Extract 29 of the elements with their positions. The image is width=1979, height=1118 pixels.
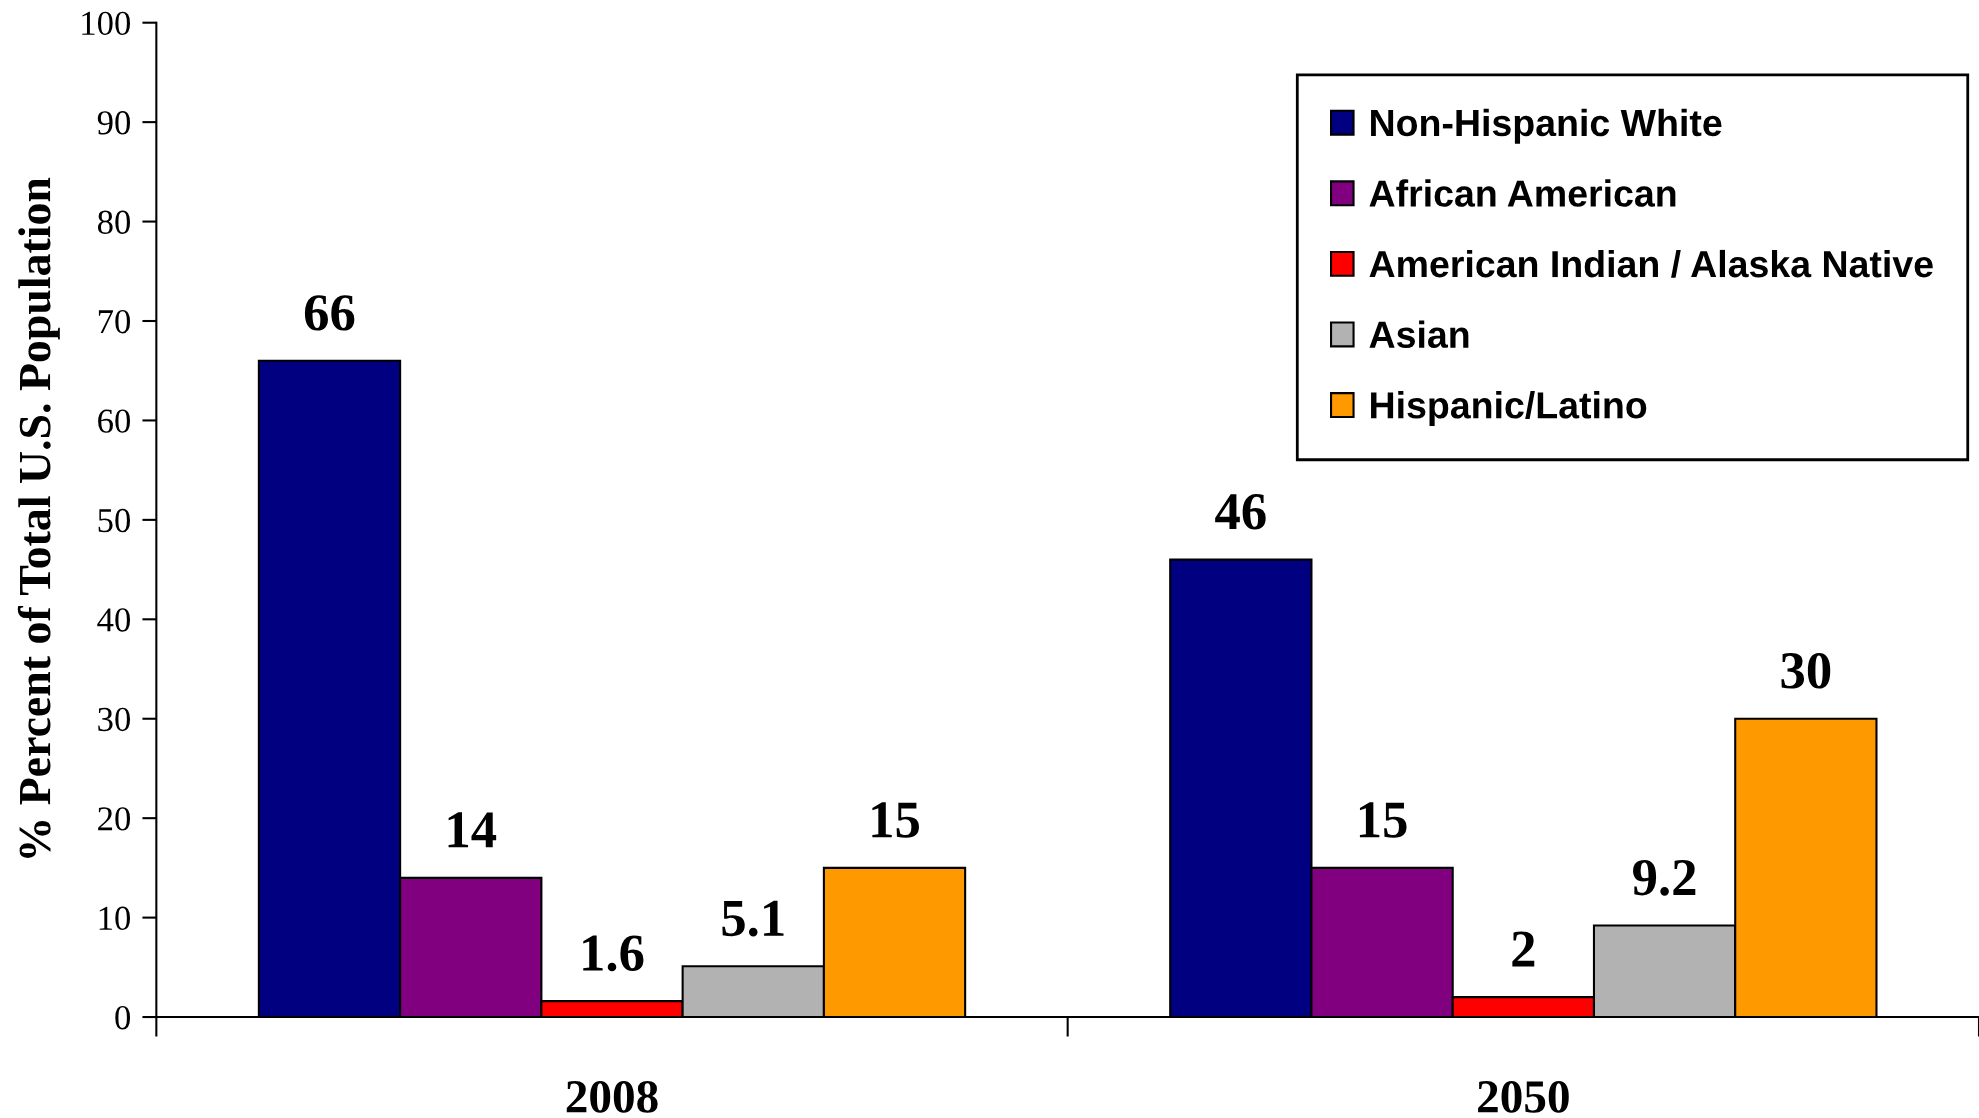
legend-label: American Indian / Alaska Native [1369,249,1933,278]
y-tick-label: 0 [115,1006,131,1030]
legend-label: Hispanic/Latino [1371,391,1647,427]
y-axis-title: % Percent of Total U.S. Population [17,177,60,858]
y-tick-label: 30 [98,707,131,732]
data-label: 15 [872,802,919,838]
data-label: 14 [448,812,497,848]
y-tick-label: 40 [97,608,131,632]
y-tick-label: 80 [97,210,131,234]
y-tick-label: 50 [98,508,131,533]
y-tick-label: 60 [98,409,131,433]
y-tick-label: 70 [98,309,131,334]
y-tick-label: 100 [82,11,131,36]
data-label: 9.2 [1633,859,1696,896]
data-label: 2 [1512,931,1535,967]
x-tick-label: 2050 [1478,1080,1569,1113]
data-label: 66 [304,295,355,331]
data-label: 1.6 [583,935,644,972]
data-label: 30 [1781,652,1831,689]
legend-label: African American [1369,179,1676,207]
data-label: 5.1 [722,900,784,937]
data-label: 15 [1359,802,1407,838]
y-tick-label: 90 [97,111,131,135]
x-tick-label: 2008 [566,1080,658,1113]
legend-label: Asian [1369,320,1469,349]
y-tick-label: 20 [98,807,131,831]
y-tick-label: 10 [99,906,131,930]
data-label: 46 [1215,494,1266,530]
legend-label: Non-Hispanic White [1371,108,1722,144]
